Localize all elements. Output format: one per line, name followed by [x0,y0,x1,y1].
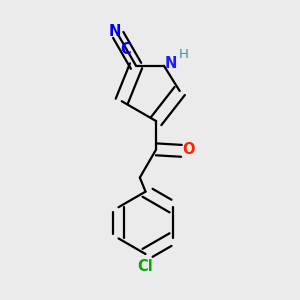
Text: H: H [178,48,188,61]
Text: Cl: Cl [138,260,153,274]
Text: C: C [120,42,131,57]
Text: N: N [109,24,121,39]
Text: N: N [164,56,177,71]
Text: O: O [183,142,195,157]
